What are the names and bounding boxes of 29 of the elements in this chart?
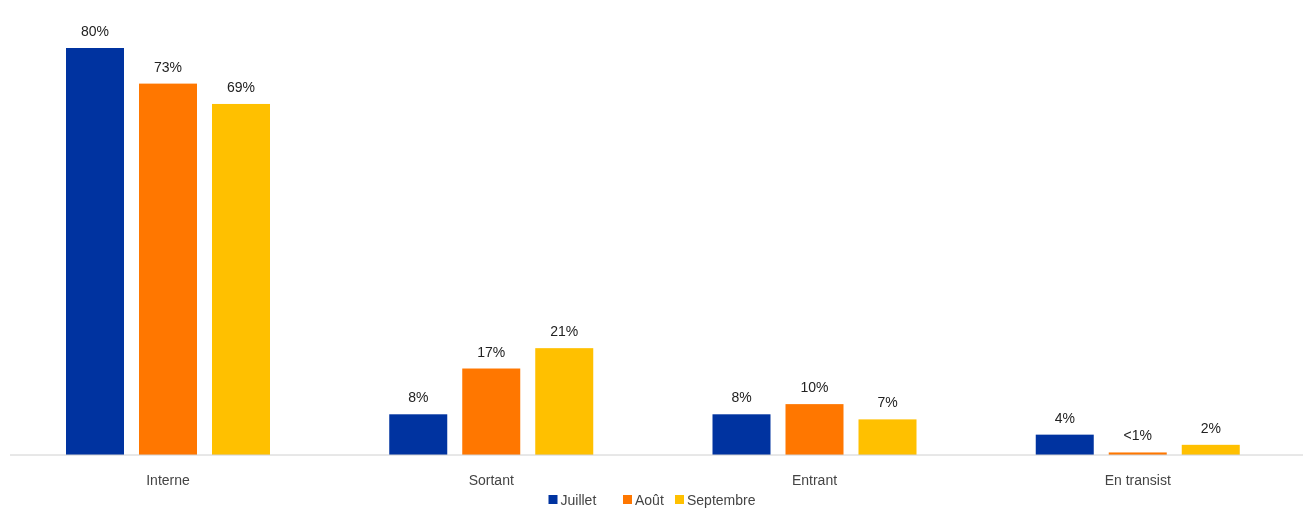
bar [139, 83, 197, 455]
data-label: 73% [153, 58, 183, 75]
data-label: 80% [80, 23, 110, 39]
bar [1035, 434, 1094, 455]
data-label: 4% [1054, 409, 1075, 426]
x-tick-label: Entrant [791, 472, 838, 488]
bar [712, 414, 771, 455]
data-label: <1% [1123, 427, 1152, 444]
x-tick-label: Sortant [468, 472, 514, 488]
legend-label: Juillet [560, 492, 597, 508]
data-label: 2% [1200, 419, 1221, 436]
data-label: 7% [877, 394, 898, 411]
bar [858, 419, 917, 455]
legend-label: Septembre [687, 492, 756, 508]
data-label: 8% [731, 389, 752, 406]
bar [66, 48, 124, 455]
x-tick-label: Interne [146, 472, 190, 488]
data-label: 17% [477, 343, 506, 360]
bar [462, 368, 521, 455]
x-tick-label: En transist [1104, 472, 1171, 488]
bar [389, 414, 448, 455]
data-label: 8% [408, 389, 429, 406]
data-label: 10% [800, 379, 829, 396]
bar [785, 404, 844, 455]
bar [212, 103, 270, 455]
bar [535, 348, 594, 455]
data-label: 21% [550, 323, 579, 340]
data-label: 69% [226, 78, 256, 95]
legend-label: Août [635, 492, 664, 508]
